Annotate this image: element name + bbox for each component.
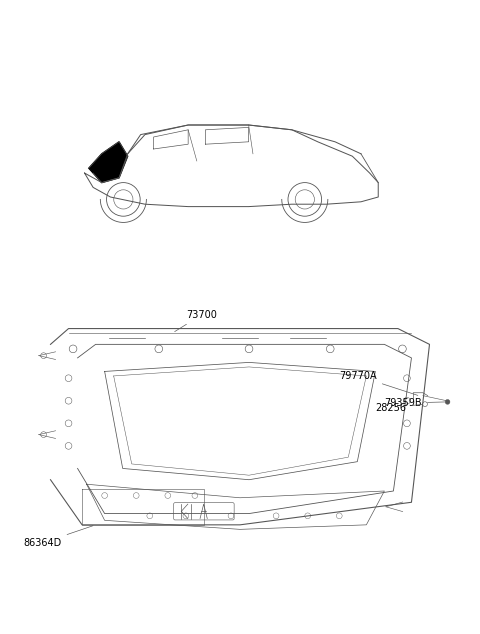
Polygon shape [89,142,128,183]
Circle shape [445,399,450,404]
Text: 86364D: 86364D [24,526,93,548]
Text: 79770A: 79770A [339,371,418,396]
Text: 79359B: 79359B [384,398,445,408]
Text: 73700: 73700 [175,310,217,332]
Text: 28256: 28256 [375,403,422,413]
